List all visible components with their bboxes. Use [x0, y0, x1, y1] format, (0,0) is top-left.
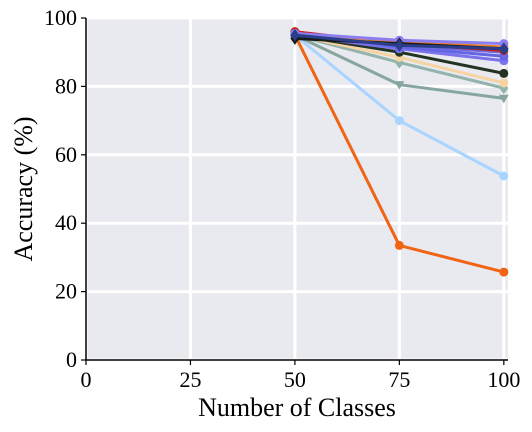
data-point [499, 42, 509, 56]
y-tick-label: 40 [55, 210, 77, 235]
data-point [499, 267, 509, 277]
series-layer [289, 27, 509, 277]
x-tick-label: 75 [388, 367, 410, 392]
data-point [290, 28, 300, 42]
data-point [499, 171, 509, 181]
y-tick-label: 60 [55, 142, 77, 167]
series-16 [290, 28, 509, 56]
y-tick-label: 20 [55, 279, 77, 304]
data-point [394, 116, 404, 126]
y-tick-label: 100 [44, 5, 77, 30]
plot-background [86, 18, 508, 360]
y-axis-label: Accuracy (%) [9, 116, 38, 261]
x-tick-label: 100 [487, 367, 520, 392]
x-tick-label: 25 [179, 367, 201, 392]
grid-lines [84, 16, 508, 362]
data-point [499, 78, 509, 88]
x-tick-label: 0 [81, 367, 92, 392]
tick-labels: 0 25 50 75 100 0 20 40 60 80 100 [44, 5, 520, 392]
x-tick-label: 50 [284, 367, 306, 392]
y-tick-label: 80 [55, 73, 77, 98]
data-point [394, 81, 405, 90]
data-point [394, 240, 404, 250]
axes [85, 18, 508, 361]
y-tick-label: 0 [66, 347, 77, 372]
data-point [498, 94, 509, 104]
data-point [499, 68, 509, 78]
x-axis-label: Number of Classes [198, 393, 396, 422]
data-point [394, 39, 404, 52]
